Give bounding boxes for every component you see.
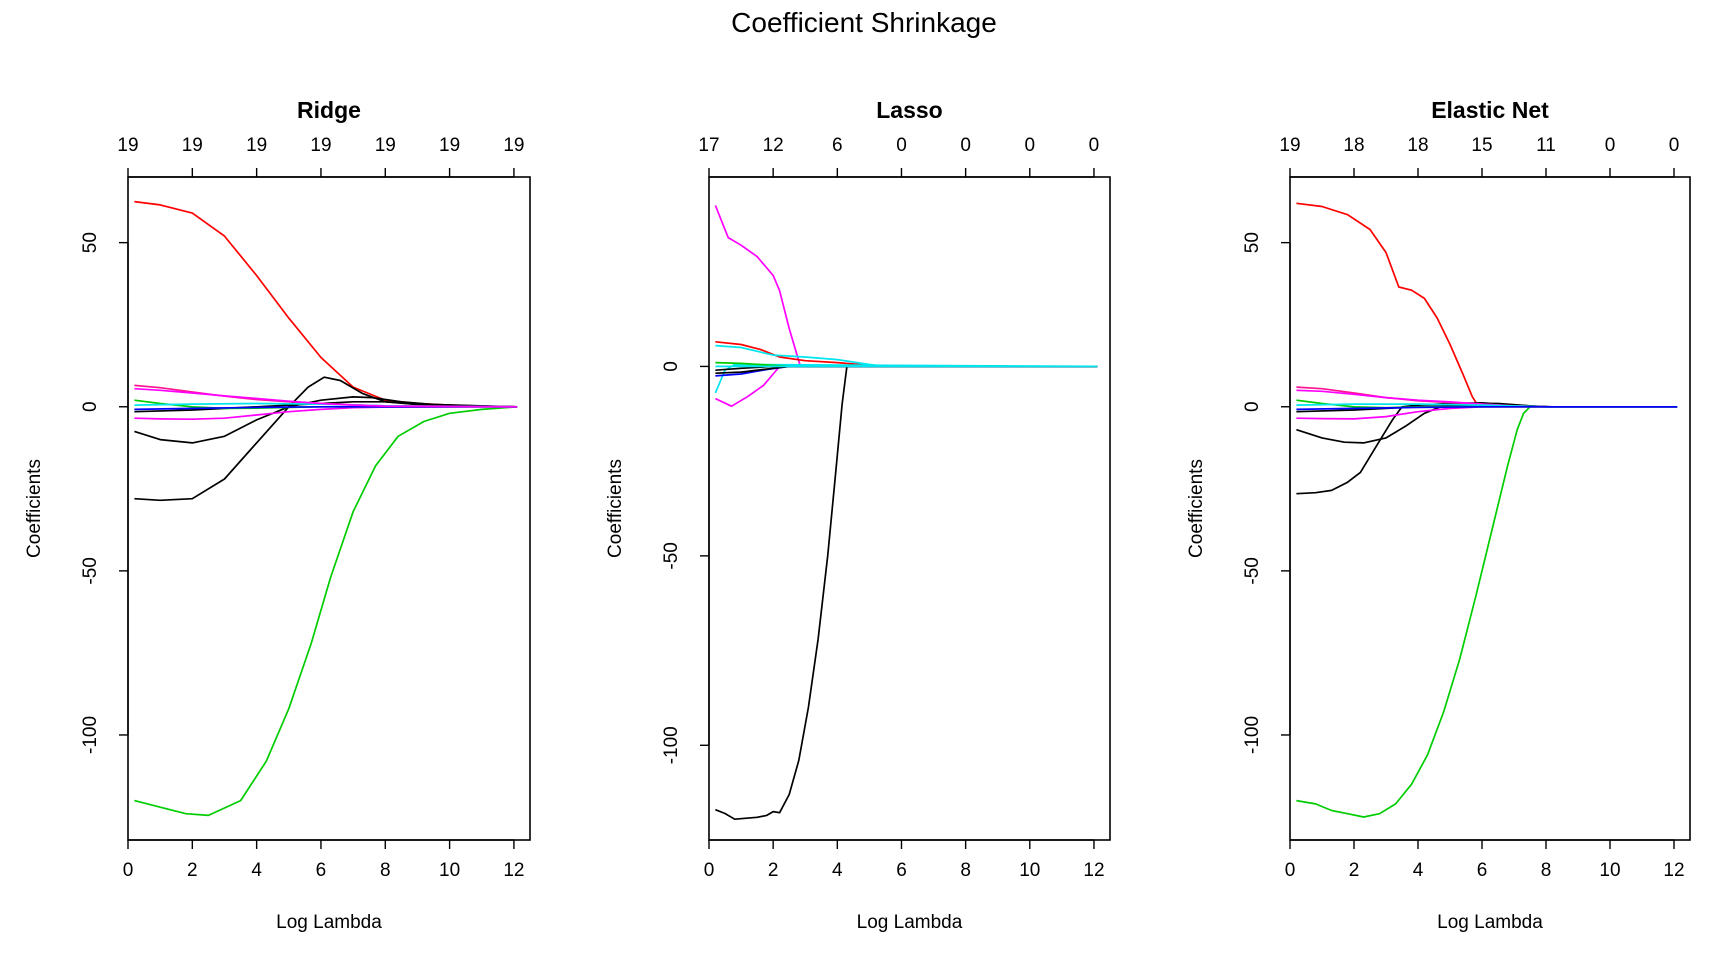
ridge-panel: Ridge 0 2 4 6 8 10 12 Log Lambda 19 19 19 19 19 19 19 -1…	[24, 97, 531, 933]
x-axis-title: Log Lambda	[857, 912, 963, 933]
top-tick-label: 0	[1089, 135, 1100, 156]
top-tick-label: 19	[182, 135, 203, 156]
top-tick-label: 0	[1025, 135, 1036, 156]
x-tick-label: 2	[1349, 860, 1360, 881]
y-tick-label: -100	[1242, 716, 1263, 754]
top-tick-label: 15	[1471, 135, 1492, 156]
y-tick-label: 0	[80, 401, 101, 412]
x-tick-label: 10	[1019, 860, 1040, 881]
x-tick-label: 0	[123, 860, 134, 881]
coefficient-path-3	[1296, 401, 1678, 495]
y-axis: -100 -50 0 50	[80, 232, 129, 754]
top-axis: 17 12 6 0 0 0 0	[698, 135, 1100, 178]
plot-frame	[708, 176, 1111, 841]
x-tick-label: 6	[316, 860, 327, 881]
coefficient-path-4	[715, 340, 1098, 368]
plot-area	[714, 205, 1098, 821]
x-tick-label: 6	[896, 860, 907, 881]
x-tick-label: 4	[1413, 860, 1424, 881]
y-tick-label: 0	[661, 361, 682, 372]
plot-frame	[127, 176, 531, 841]
y-tick-label: -100	[661, 726, 682, 764]
x-tick-label: 10	[1599, 860, 1620, 881]
coefficient-path-1	[1296, 202, 1678, 408]
top-tick-label: 19	[117, 135, 138, 156]
coefficient-path-3	[715, 365, 1098, 408]
x-tick-label: 12	[1083, 860, 1104, 881]
x-tick-label: 10	[439, 860, 460, 881]
top-tick-label: 19	[246, 135, 267, 156]
y-tick-label: 50	[80, 232, 101, 253]
coefficient-path-10	[715, 365, 1098, 375]
top-tick-label: 0	[1669, 135, 1680, 156]
elastic-net-panel: Elastic Net 0 2 4 6 8 10 12 Log Lambda 19 18 18 15 11…	[1186, 97, 1691, 933]
lasso-panel: Lasso 0 2 4 6 8 10 12 Log Lambda 17 12 6 0 0 0 0 -100 -50…	[605, 97, 1111, 933]
coefficient-path-2	[134, 405, 518, 817]
x-axis: 0 2 4 6 8 10 12	[123, 839, 524, 881]
panel-title: Elastic Net	[1431, 97, 1549, 123]
y-axis-title: Coefficients	[24, 459, 45, 558]
x-tick-label: 12	[503, 860, 524, 881]
y-axis-title: Coefficients	[1186, 459, 1207, 558]
y-axis-title: Coefficients	[605, 459, 626, 558]
top-axis: 19 19 19 19 19 19 19	[117, 135, 524, 178]
y-axis: -100 -50 0 50	[1242, 232, 1291, 754]
y-tick-label: -50	[80, 557, 101, 584]
x-tick-label: 4	[251, 860, 262, 881]
y-tick-label: -100	[80, 716, 101, 754]
y-tick-label: -50	[1242, 557, 1263, 584]
top-tick-label: 6	[832, 135, 843, 156]
x-tick-label: 2	[768, 860, 779, 881]
coefficient-path-2	[714, 205, 1098, 368]
top-tick-label: 0	[896, 135, 907, 156]
top-tick-label: 18	[1407, 135, 1428, 156]
top-tick-label: 19	[439, 135, 460, 156]
figure-title: Coefficient Shrinkage	[731, 7, 997, 38]
y-tick-label: -50	[661, 542, 682, 569]
top-tick-label: 19	[1279, 135, 1300, 156]
coefficient-path-6	[714, 363, 1098, 394]
y-tick-label: 0	[1242, 401, 1263, 412]
x-tick-label: 0	[1285, 860, 1296, 881]
panel-title: Ridge	[297, 97, 361, 123]
x-tick-label: 8	[960, 860, 971, 881]
coefficient-path-11	[1296, 405, 1678, 411]
coefficient-path-3	[134, 376, 518, 502]
x-axis: 0 2 4 6 8 10 12	[704, 839, 1105, 881]
coefficient-path-1	[134, 200, 518, 408]
top-tick-label: 0	[1605, 135, 1616, 156]
x-tick-label: 0	[704, 860, 715, 881]
x-axis-title: Log Lambda	[1437, 912, 1543, 933]
coefficient-path-1	[715, 365, 1098, 821]
coefficient-path-5	[715, 344, 1098, 368]
x-tick-label: 12	[1663, 860, 1684, 881]
top-tick-label: 19	[503, 135, 524, 156]
x-tick-label: 8	[380, 860, 391, 881]
x-tick-label: 2	[187, 860, 198, 881]
x-tick-label: 6	[1477, 860, 1488, 881]
y-axis: -100 -50 0	[661, 361, 710, 764]
top-axis: 19 18 18 15 11 0 0	[1279, 135, 1680, 178]
y-tick-label: 50	[1242, 232, 1263, 253]
coefficient-path-11	[134, 387, 518, 408]
top-tick-label: 19	[375, 135, 396, 156]
top-tick-label: 19	[310, 135, 331, 156]
x-axis-title: Log Lambda	[276, 912, 382, 933]
panel-title: Lasso	[876, 97, 942, 123]
x-axis: 0 2 4 6 8 10 12	[1285, 839, 1685, 881]
top-tick-label: 12	[763, 135, 784, 156]
top-tick-label: 0	[960, 135, 971, 156]
top-tick-label: 17	[698, 135, 719, 156]
coefficient-path-2	[1296, 405, 1678, 818]
top-tick-label: 11	[1536, 135, 1556, 156]
plot-area	[1296, 202, 1678, 818]
plot-area	[134, 200, 518, 817]
coefficient-path-5	[134, 400, 518, 413]
top-tick-label: 18	[1343, 135, 1364, 156]
plot-frame	[1289, 176, 1691, 841]
x-tick-label: 8	[1541, 860, 1552, 881]
x-tick-label: 4	[832, 860, 843, 881]
